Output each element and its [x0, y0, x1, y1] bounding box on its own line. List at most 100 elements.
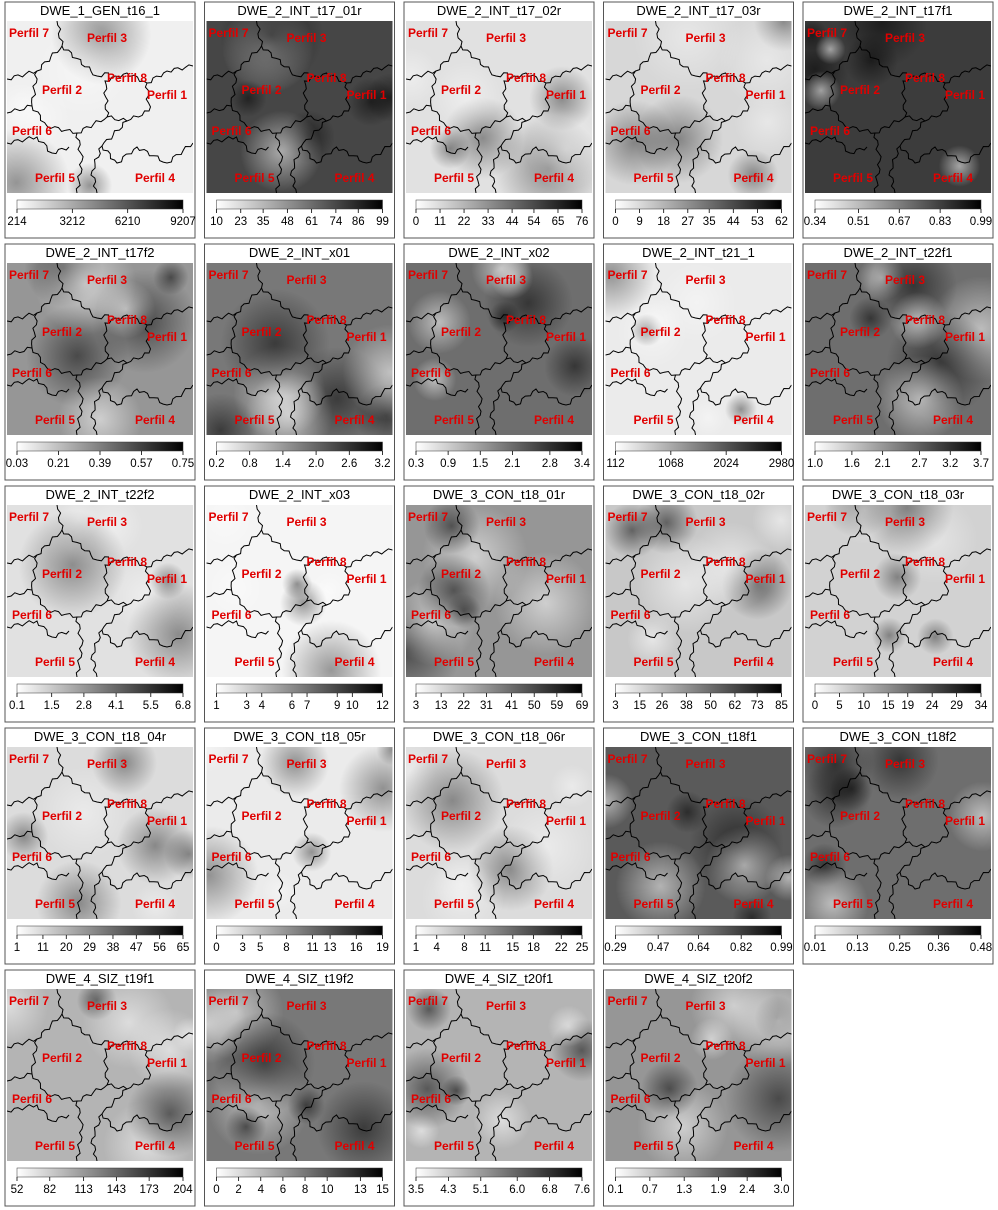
region-label: Perfil 6	[611, 124, 651, 138]
panel-title: DWE_3_CON_t18_02r	[632, 487, 765, 502]
map	[206, 21, 393, 193]
colorbar-tick-label: 1.6	[844, 458, 860, 470]
region-label: Perfil 7	[9, 994, 49, 1008]
region-label: Perfil 8	[107, 555, 147, 569]
region-label: Perfil 1	[147, 572, 187, 586]
colorbar	[216, 441, 383, 452]
region-label: Perfil 8	[107, 1039, 147, 1053]
map-blob	[407, 290, 471, 354]
colorbar-tick-label: 3	[612, 700, 618, 712]
region-label: Perfil 8	[706, 313, 746, 327]
colorbar	[415, 925, 583, 936]
panel-title: DWE_1_GEN_t16_1	[40, 3, 160, 18]
colorbar-tick-label: 204	[173, 1184, 193, 1196]
region-label: Perfil 8	[905, 555, 945, 569]
region-label: Perfil 8	[905, 71, 945, 85]
panel: DWE_4_SIZ_t19f2 Perfil 1 Perfil 2 Perfil 3 P…	[204, 969, 395, 1207]
colorbar-tick-label: 5.5	[143, 700, 159, 712]
colorbar-tick-label: 0.39	[89, 458, 111, 470]
colorbar-tick-label: 6	[289, 700, 295, 712]
region-label: Perfil 2	[441, 325, 481, 339]
colorbar-tick-label: 99	[376, 216, 389, 228]
colorbar-tick-label: 0.57	[130, 458, 152, 470]
colorbar-tick-label: 4	[434, 942, 441, 954]
colorbar-tick-label: 74	[329, 216, 342, 228]
region-label: Perfil 4	[933, 413, 973, 427]
colorbar-tick-label: 0.48	[970, 942, 992, 954]
region-label: Perfil 2	[840, 325, 880, 339]
region-label: Perfil 1	[546, 330, 586, 344]
colorbar-tick-label: 0.7	[642, 1184, 658, 1196]
region-label: Perfil 8	[107, 797, 147, 811]
colorbar-tick-label: 22	[555, 942, 568, 954]
colorbar-tick-label: 65	[552, 216, 565, 228]
colorbar-tick-label: 10	[857, 700, 870, 712]
region-label: Perfil 2	[441, 567, 481, 581]
colorbar-tick-label: 6210	[115, 216, 141, 228]
colorbar-tick-label: 0.21	[47, 458, 69, 470]
panel: DWE_3_CON_t18f1 Perfil 1 Perfil 2 Perfil 3 P…	[603, 727, 794, 965]
region-label: Perfil 2	[42, 83, 82, 97]
colorbar-tick-label: 3.4	[574, 458, 591, 470]
map-blob	[57, 376, 142, 435]
map-blob	[206, 505, 253, 548]
colorbar	[216, 925, 383, 936]
colorbar-tick-label: 1.9	[711, 1184, 727, 1196]
map-blob	[947, 781, 991, 852]
region-label: Perfil 6	[212, 366, 252, 380]
region-label: Perfil 1	[945, 814, 985, 828]
region-label: Perfil 4	[135, 1139, 175, 1153]
panel-title: DWE_3_CON_t18_01r	[433, 487, 566, 502]
region-label: Perfil 8	[307, 555, 347, 569]
colorbar-tick-label: 0.67	[888, 216, 910, 228]
colorbar-tick-label: 48	[281, 216, 294, 228]
region-label: Perfil 7	[209, 510, 249, 524]
colorbar-tick-label: 0.2	[209, 458, 225, 470]
colorbar-tick-label: 9	[636, 216, 642, 228]
colorbar-tick-label: 2.8	[76, 700, 92, 712]
colorbar-tick-label: 53	[751, 216, 764, 228]
colorbar-tick-label: 4	[258, 1184, 265, 1196]
colorbar-tick-label: 26	[656, 700, 669, 712]
panel-title: DWE_2_INT_x01	[249, 245, 350, 260]
region-label: Perfil 7	[408, 26, 448, 40]
map-blob	[815, 34, 846, 65]
map	[406, 21, 592, 193]
region-label: Perfil 4	[534, 655, 574, 669]
map-blob	[632, 21, 743, 91]
colorbar-tick-label: 1.0	[807, 458, 823, 470]
colorbar-tick-label: 3.5	[408, 1184, 424, 1196]
region-label: Perfil 1	[746, 1056, 786, 1070]
region-label: Perfil 8	[107, 313, 147, 327]
map-blob	[423, 505, 480, 555]
region-label: Perfil 8	[706, 1039, 746, 1053]
region-label: Perfil 8	[706, 71, 746, 85]
panel-title: DWE_3_CON_t18f1	[640, 729, 757, 744]
region-label: Perfil 6	[411, 124, 451, 138]
region-label: Perfil 5	[434, 655, 474, 669]
map-blob	[91, 747, 158, 796]
map	[605, 505, 792, 677]
colorbar	[16, 199, 184, 210]
colorbar-tick-label: 2.0	[308, 458, 324, 470]
colorbar-tick-label: 0.82	[730, 942, 752, 954]
panel: DWE_2_INT_t17_02r Perfil 1 Perfil 2 Perfil …	[403, 1, 595, 239]
map	[605, 747, 792, 919]
region-label: Perfil 4	[135, 655, 175, 669]
colorbar-tick-label: 8	[461, 942, 467, 954]
map-blob	[206, 825, 259, 919]
colorbar-tick-label: 73	[751, 700, 764, 712]
colorbar-tick-label: 44	[727, 216, 740, 228]
panel-title: DWE_2_INT_t22f2	[45, 487, 154, 502]
region-label: Perfil 4	[534, 171, 574, 185]
region-label: Perfil 4	[335, 1139, 375, 1153]
map-blob	[18, 510, 127, 619]
panel-title: DWE_2_INT_x03	[249, 487, 350, 502]
region-label: Perfil 7	[209, 26, 249, 40]
colorbar-tick-label: 2.7	[912, 458, 928, 470]
colorbar-tick-label: 214	[7, 216, 27, 228]
colorbar	[814, 925, 982, 936]
map-blob	[429, 128, 471, 170]
region-label: Perfil 2	[42, 567, 82, 581]
region-label: Perfil 7	[608, 26, 648, 40]
